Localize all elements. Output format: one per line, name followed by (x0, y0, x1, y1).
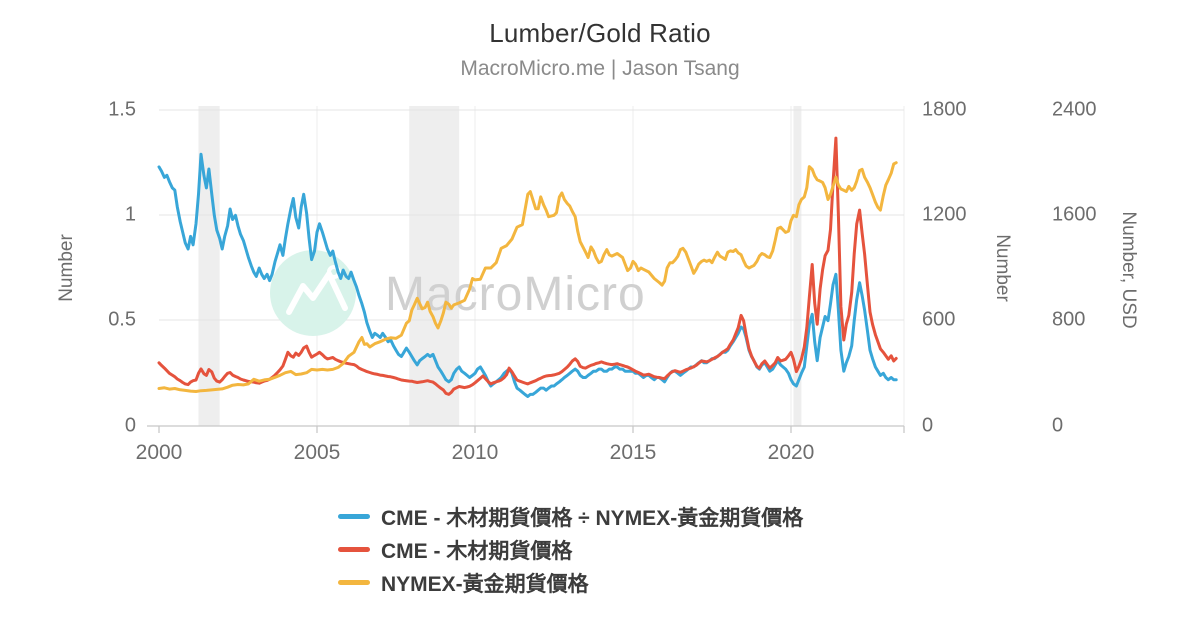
left-axis-tick: 1.5 (108, 98, 136, 121)
legend-marker-gold-icon (338, 580, 370, 585)
right-axis1-tick: 1800 (922, 98, 967, 121)
legend-label-ratio: CME - 木材期貨價格 ÷ NYMEX-黃金期貨價格 (381, 506, 804, 530)
right-axis1-tick: 0 (922, 414, 934, 437)
recession-band (198, 106, 220, 426)
legend-item-lumber[interactable]: CME - 木材期貨價格 (338, 533, 803, 566)
legend-item-gold[interactable]: NYMEX-黃金期貨價格 (338, 566, 803, 599)
legend-marker-lumber-icon (338, 547, 370, 552)
mountain-icon (286, 271, 348, 315)
left-axis-tick: 0 (124, 414, 136, 437)
left-axis-title: Number (56, 234, 77, 302)
chart-subtitle: MacroMicro.me | Jason Tsang (460, 57, 740, 80)
legend: CME - 木材期貨價格 ÷ NYMEX-黃金期貨價格 CME - 木材期貨價格… (338, 500, 803, 599)
left-axis-tick: 0.5 (108, 308, 136, 331)
x-axis-tick: 2015 (609, 441, 657, 464)
right-axis1-tick: 1200 (922, 203, 967, 226)
legend-item-ratio[interactable]: CME - 木材期貨價格 ÷ NYMEX-黃金期貨價格 (338, 500, 803, 533)
recession-band (409, 106, 460, 426)
series-line-1[interactable] (157, 136, 898, 396)
x-axis-tick: 2010 (451, 441, 499, 464)
series-line-2[interactable] (157, 161, 898, 393)
legend-label-lumber: CME - 木材期貨價格 (381, 539, 573, 563)
x-axis-tick: 2020 (767, 441, 815, 464)
legend-marker-ratio-icon (338, 514, 370, 519)
right-axis2-tick: 800 (1052, 308, 1086, 331)
right-axis2-tick: 0 (1052, 414, 1064, 437)
left-axis-tick: 1 (124, 203, 136, 226)
legend-label-gold: NYMEX-黃金期貨價格 (381, 572, 589, 596)
right-axis2-tick: 1600 (1052, 203, 1097, 226)
right-axis1-title: Number (992, 234, 1013, 302)
recession-band (793, 106, 802, 426)
right-axis2-tick: 2400 (1052, 98, 1097, 121)
x-axis-tick: 2000 (135, 441, 183, 464)
series-line-0[interactable] (157, 152, 898, 398)
chart-title: Lumber/Gold Ratio (489, 18, 711, 48)
right-axis2-title: Number, USD (1118, 211, 1139, 329)
x-axis-tick: 2005 (293, 441, 341, 464)
right-axis1-tick: 600 (922, 308, 956, 331)
watermark-text: MacroMicro (385, 268, 646, 321)
